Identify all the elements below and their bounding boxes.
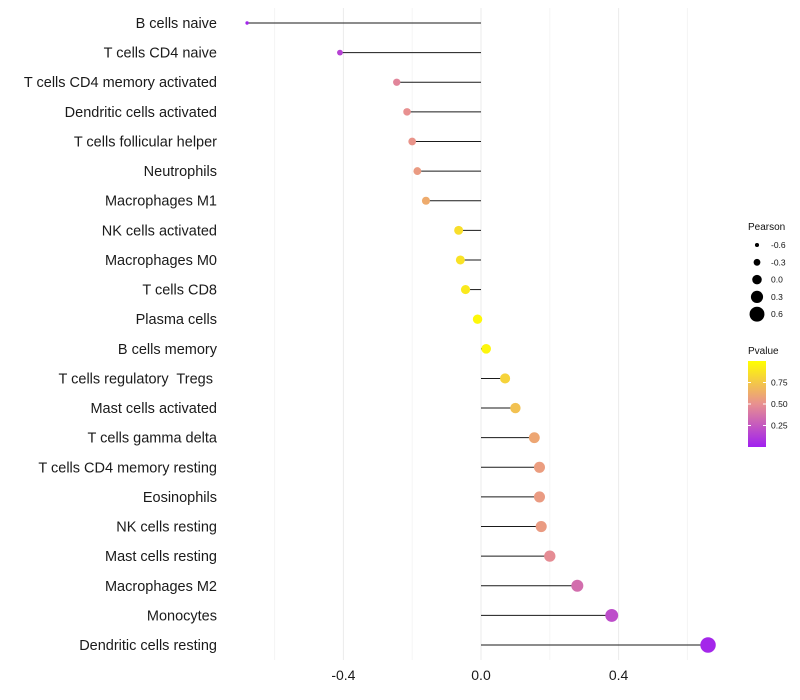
y-label: Eosinophils <box>143 490 217 506</box>
y-axis-labels: B cells naive T cells CD4 naive T cells CD… <box>24 16 218 654</box>
color-legend-label: 0.50 <box>771 399 788 409</box>
size-legend-label: -0.3 <box>771 257 786 267</box>
data-point <box>533 461 545 473</box>
data-point <box>528 432 540 444</box>
y-label: T cells follicular helper <box>74 134 217 150</box>
pvalue-colorbar <box>748 361 766 447</box>
y-label: NK cells activated <box>102 223 217 239</box>
lollipop-stems <box>247 22 709 646</box>
size-legend-dot <box>753 258 761 266</box>
data-point <box>571 579 584 592</box>
x-axis-ticks: -0.4 0.0 0.4 <box>331 667 628 683</box>
y-label: T cells CD4 memory activated <box>24 75 217 91</box>
x-tick-label: -0.4 <box>331 667 355 683</box>
lollipop-points <box>245 21 716 653</box>
color-legend-title: Pvalue <box>748 346 779 357</box>
size-legend-dot <box>750 290 764 303</box>
data-point <box>460 285 471 295</box>
data-point <box>510 402 521 414</box>
data-point <box>454 225 464 235</box>
data-point <box>605 608 619 622</box>
data-point <box>533 491 545 503</box>
data-point <box>472 314 483 324</box>
y-label: B cells memory <box>118 342 218 358</box>
data-point <box>700 637 716 653</box>
data-point <box>408 137 417 146</box>
y-label: NK cells resting <box>116 520 217 536</box>
data-point <box>337 49 343 56</box>
size-legend-dot <box>752 274 762 285</box>
data-point <box>421 196 430 205</box>
y-label: T cells regulatory Tregs <box>59 371 218 387</box>
y-label: Monocytes <box>147 608 217 624</box>
y-label: Plasma cells <box>136 312 217 328</box>
data-point <box>393 78 401 86</box>
size-legend-label: 0.6 <box>771 309 783 319</box>
color-legend-label: 0.25 <box>771 421 788 431</box>
x-tick-label: 0.0 <box>471 667 491 683</box>
y-label: Mast cells activated <box>90 401 217 417</box>
data-point <box>535 521 547 533</box>
pvalue-color-legend: Pvalue 0.75 0.50 0.25 <box>748 346 788 447</box>
y-label: T cells CD8 <box>142 283 217 299</box>
y-label: Macrophages M0 <box>105 253 217 269</box>
data-point <box>413 167 422 176</box>
size-legend-title: Pearson <box>748 222 785 233</box>
data-point <box>245 21 249 25</box>
y-label: B cells naive <box>136 16 217 32</box>
data-point <box>481 344 491 354</box>
size-legend-label: 0.3 <box>771 292 783 302</box>
y-label: Macrophages M2 <box>105 579 217 595</box>
data-point <box>403 108 411 116</box>
size-legend-label: -0.6 <box>771 240 786 250</box>
y-label: T cells CD4 naive <box>104 46 217 62</box>
y-label: Neutrophils <box>144 164 217 180</box>
data-point <box>500 373 511 384</box>
y-label: Dendritic cells resting <box>79 638 217 654</box>
y-label: Mast cells resting <box>105 549 217 565</box>
data-point <box>544 550 556 562</box>
pearson-size-legend: Pearson -0.6 -0.3 0.0 0.3 0.6 <box>748 222 786 322</box>
y-label: Dendritic cells activated <box>65 105 217 121</box>
grid-lines <box>274 8 688 660</box>
data-point <box>455 255 465 265</box>
y-label: Macrophages M1 <box>105 194 217 210</box>
x-tick-label: 0.4 <box>609 667 629 683</box>
y-label: T cells CD4 memory resting <box>38 460 217 476</box>
color-legend-label: 0.75 <box>771 378 788 388</box>
size-legend-dot <box>749 306 765 322</box>
y-label: T cells gamma delta <box>88 431 218 447</box>
size-legend-label: 0.0 <box>771 275 783 285</box>
size-legend-dot <box>754 242 760 248</box>
